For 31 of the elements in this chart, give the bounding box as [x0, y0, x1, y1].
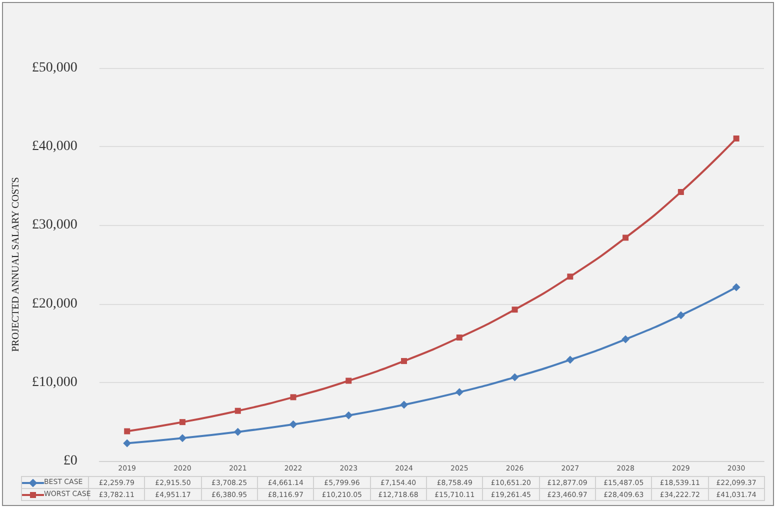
point: [123, 439, 132, 448]
point: [678, 189, 684, 196]
point: [456, 334, 462, 341]
point: [676, 311, 685, 320]
y-tick-label: £20,000: [32, 296, 78, 312]
point: [234, 428, 242, 436]
point: [344, 411, 353, 420]
point: [179, 419, 186, 426]
point: [290, 394, 296, 400]
y-tick-label: £0: [63, 454, 78, 468]
y-tick-label: £50,000: [32, 60, 78, 76]
y-tick-label: £40,000: [32, 139, 78, 154]
point: [622, 335, 630, 344]
point: [732, 283, 740, 292]
y-axis-title: PROJECTED ANNUAL SALARY COSTS: [10, 177, 22, 352]
point: [455, 388, 464, 396]
point: [510, 373, 519, 382]
point: [346, 378, 352, 384]
point: [567, 274, 574, 280]
point: [733, 135, 740, 142]
point: [400, 400, 408, 409]
y-tick-label: £30,000: [32, 218, 78, 233]
point: [234, 408, 241, 414]
y-tick-label: £10,000: [32, 374, 78, 390]
point: [622, 234, 629, 241]
point: [289, 420, 298, 428]
point: [512, 306, 518, 313]
point: [178, 434, 186, 442]
point: [124, 428, 130, 434]
point: [566, 356, 574, 364]
point: [401, 358, 408, 364]
